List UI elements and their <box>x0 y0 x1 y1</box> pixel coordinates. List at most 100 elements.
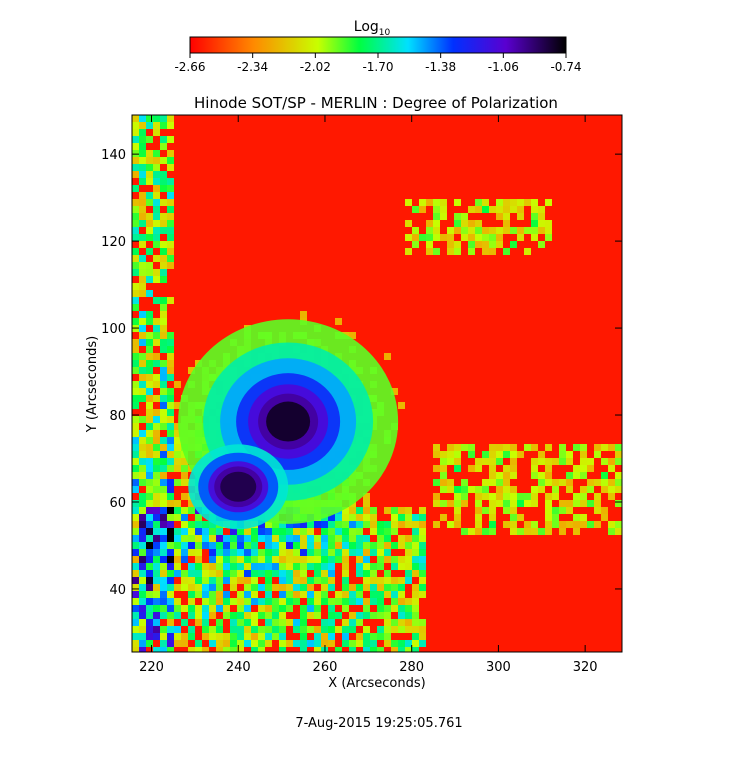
heatmap-cell <box>237 549 244 556</box>
heatmap-cell <box>139 556 146 563</box>
heatmap-cell <box>559 444 566 451</box>
heatmap-plot: 220 240 260 280 300 320 40 60 80 100 120 140 <box>101 114 623 675</box>
heatmap-cell <box>146 220 153 227</box>
heatmap-cell <box>146 171 153 178</box>
heatmap-cell <box>468 465 475 472</box>
heatmap-cell <box>566 486 573 493</box>
heatmap-cell <box>566 472 573 479</box>
heatmap-cell <box>307 598 314 605</box>
heatmap-cell <box>251 584 258 591</box>
heatmap-cell <box>335 626 342 633</box>
heatmap-cell <box>160 570 167 577</box>
heatmap-cell <box>349 626 356 633</box>
heatmap-cell <box>300 577 307 584</box>
heatmap-cell <box>503 493 510 500</box>
heatmap-cell <box>335 535 342 542</box>
heatmap-cell <box>412 591 419 598</box>
heatmap-cell <box>160 640 167 647</box>
heatmap-cell <box>475 458 482 465</box>
heatmap-cell <box>167 234 174 241</box>
heatmap-cell <box>139 549 146 556</box>
heatmap-cell <box>209 626 216 633</box>
heatmap-cell <box>391 514 398 521</box>
heatmap-cell <box>440 479 447 486</box>
heatmap-cell <box>356 640 363 647</box>
heatmap-cell <box>167 542 174 549</box>
heatmap-cell <box>461 479 468 486</box>
heatmap-cell <box>335 647 342 652</box>
heatmap-cell <box>167 297 174 304</box>
heatmap-cell <box>384 353 391 360</box>
heatmap-cell <box>139 626 146 633</box>
heatmap-cell <box>160 178 167 185</box>
heatmap-cell <box>279 619 286 626</box>
heatmap-cell <box>412 514 419 521</box>
heatmap-cell <box>356 570 363 577</box>
heatmap-cell <box>139 640 146 647</box>
heatmap-cell <box>230 647 237 652</box>
heatmap-cell <box>244 528 251 535</box>
heatmap-cell <box>132 591 139 598</box>
heatmap-cell <box>139 395 146 402</box>
heatmap-cell <box>412 521 419 528</box>
heatmap-cell <box>139 528 146 535</box>
heatmap-cell <box>146 276 153 283</box>
heatmap-cell <box>405 647 412 652</box>
heatmap-cell <box>181 556 188 563</box>
heatmap-cell <box>454 493 461 500</box>
heatmap-cell <box>503 521 510 528</box>
colorbar-tick-label: -2.66 <box>174 60 205 74</box>
heatmap-cell <box>580 458 587 465</box>
heatmap-cell <box>601 444 608 451</box>
heatmap-cell <box>160 472 167 479</box>
heatmap-cell <box>391 577 398 584</box>
heatmap-cell <box>482 248 489 255</box>
heatmap-cell <box>160 598 167 605</box>
heatmap-cell <box>132 577 139 584</box>
heatmap-cell <box>398 584 405 591</box>
heatmap-cell <box>503 444 510 451</box>
heatmap-cell <box>307 521 314 528</box>
colorbar-ticks: -2.66 -2.34 -2.02 -1.70 -1.38 -1.06 -0.74 <box>174 53 582 74</box>
heatmap-cell <box>223 535 230 542</box>
heatmap-cell <box>139 416 146 423</box>
heatmap-cell <box>447 486 454 493</box>
heatmap-cell <box>153 458 160 465</box>
heatmap-cell <box>160 633 167 640</box>
heatmap-cell <box>398 598 405 605</box>
heatmap-cell <box>174 437 181 444</box>
heatmap-cell <box>349 535 356 542</box>
heatmap-cell <box>202 619 209 626</box>
heatmap-cell <box>531 213 538 220</box>
heatmap-cell <box>139 115 146 122</box>
heatmap-cell <box>160 381 167 388</box>
heatmap-cell <box>174 549 181 556</box>
colorbar-gradient <box>189 36 567 54</box>
heatmap-cell <box>146 360 153 367</box>
heatmap-cell <box>167 486 174 493</box>
heatmap-cell <box>608 486 615 493</box>
x-tick-label: 220 <box>139 660 164 675</box>
heatmap-cell <box>342 570 349 577</box>
heatmap-cell <box>153 479 160 486</box>
heatmap-cell <box>503 451 510 458</box>
heatmap-cell <box>531 493 538 500</box>
heatmap-cell <box>160 528 167 535</box>
heatmap-cell <box>146 234 153 241</box>
heatmap-cell <box>216 584 223 591</box>
heatmap-cell <box>391 528 398 535</box>
heatmap-cell <box>510 486 517 493</box>
heatmap-cell <box>510 521 517 528</box>
heatmap-cell <box>167 570 174 577</box>
heatmap-cell <box>496 444 503 451</box>
heatmap-cell <box>230 549 237 556</box>
heatmap-cell <box>545 493 552 500</box>
heatmap-cell <box>139 199 146 206</box>
heatmap-cell <box>251 535 258 542</box>
heatmap-cell <box>356 521 363 528</box>
heatmap-cell <box>202 584 209 591</box>
heatmap-cell <box>342 521 349 528</box>
heatmap-cell <box>552 507 559 514</box>
heatmap-cell <box>356 619 363 626</box>
heatmap-cell <box>132 248 139 255</box>
